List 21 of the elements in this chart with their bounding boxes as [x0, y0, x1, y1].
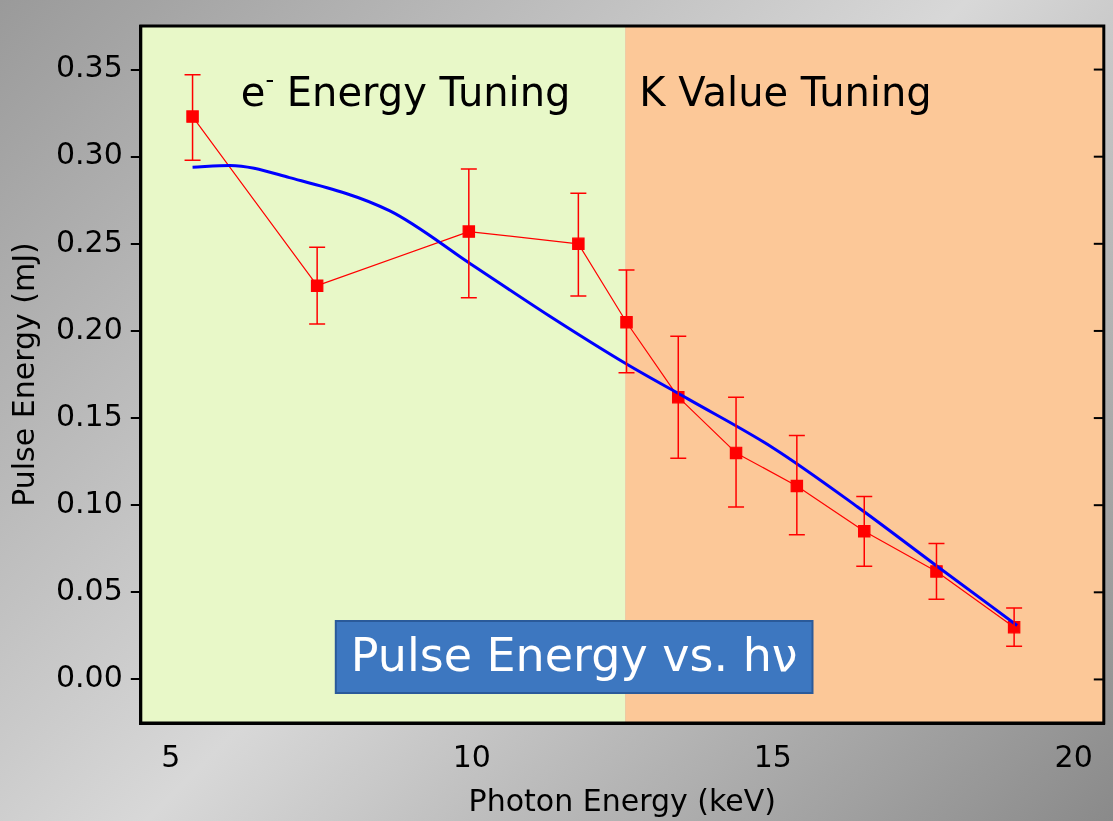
y-tick-label: 0.05	[56, 572, 123, 608]
x-tick-label: 10	[452, 738, 491, 774]
x-tick-label: 20	[1054, 738, 1093, 774]
point	[186, 110, 199, 123]
y-tick-label: 0.25	[56, 223, 123, 259]
y-tick-label: 0.35	[56, 49, 123, 85]
y-tick-label: 0.10	[56, 484, 123, 520]
band-label: K Value Tuning	[639, 69, 932, 115]
y-tick-label: 0.00	[56, 659, 123, 695]
y-axis-title: Pulse Energy (mJ)	[5, 242, 41, 507]
point	[620, 315, 633, 329]
y-tick-label: 0.15	[56, 397, 123, 433]
point	[572, 237, 585, 251]
band-label: e- Energy Tuning	[240, 66, 571, 115]
point	[858, 525, 871, 538]
x-tick-label: 15	[753, 738, 792, 774]
x-axis-title: Photon Energy (keV)	[468, 782, 776, 818]
x-tick-label: 5	[161, 738, 181, 774]
annotation: Pulse Energy vs. hν	[350, 627, 798, 682]
y-tick-label: 0.30	[56, 136, 123, 172]
y-tick-label: 0.20	[56, 310, 123, 346]
